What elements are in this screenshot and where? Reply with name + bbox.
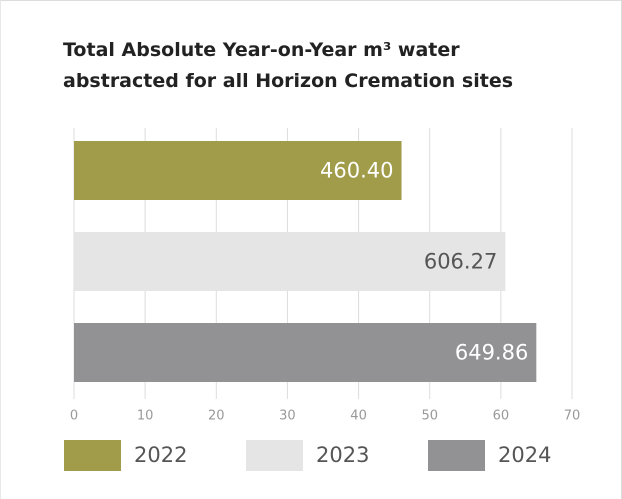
legend-swatch	[428, 440, 485, 471]
bar	[74, 141, 402, 200]
value-label: 606.27	[424, 250, 497, 274]
x-tick-label: 70	[564, 409, 581, 424]
x-tick-label: 20	[208, 409, 225, 424]
x-tick-label: 50	[421, 409, 438, 424]
legend-label: 2022	[134, 443, 187, 467]
bar	[74, 232, 506, 291]
x-tick-label: 60	[493, 409, 510, 424]
value-label: 649.86	[455, 341, 528, 365]
x-tick-label: 10	[137, 409, 154, 424]
bar	[74, 323, 537, 382]
legend-label: 2023	[316, 443, 369, 467]
x-tick-label: 30	[279, 409, 296, 424]
legend-swatch	[64, 440, 121, 471]
value-label: 460.40	[320, 159, 393, 183]
x-tick-label: 40	[350, 409, 367, 424]
chart-title: Total Absolute Year-on-Year m³ water abs…	[63, 39, 514, 92]
x-tick-label: 0	[70, 409, 78, 424]
legend-swatch	[246, 440, 303, 471]
legend-label: 2024	[498, 443, 551, 467]
